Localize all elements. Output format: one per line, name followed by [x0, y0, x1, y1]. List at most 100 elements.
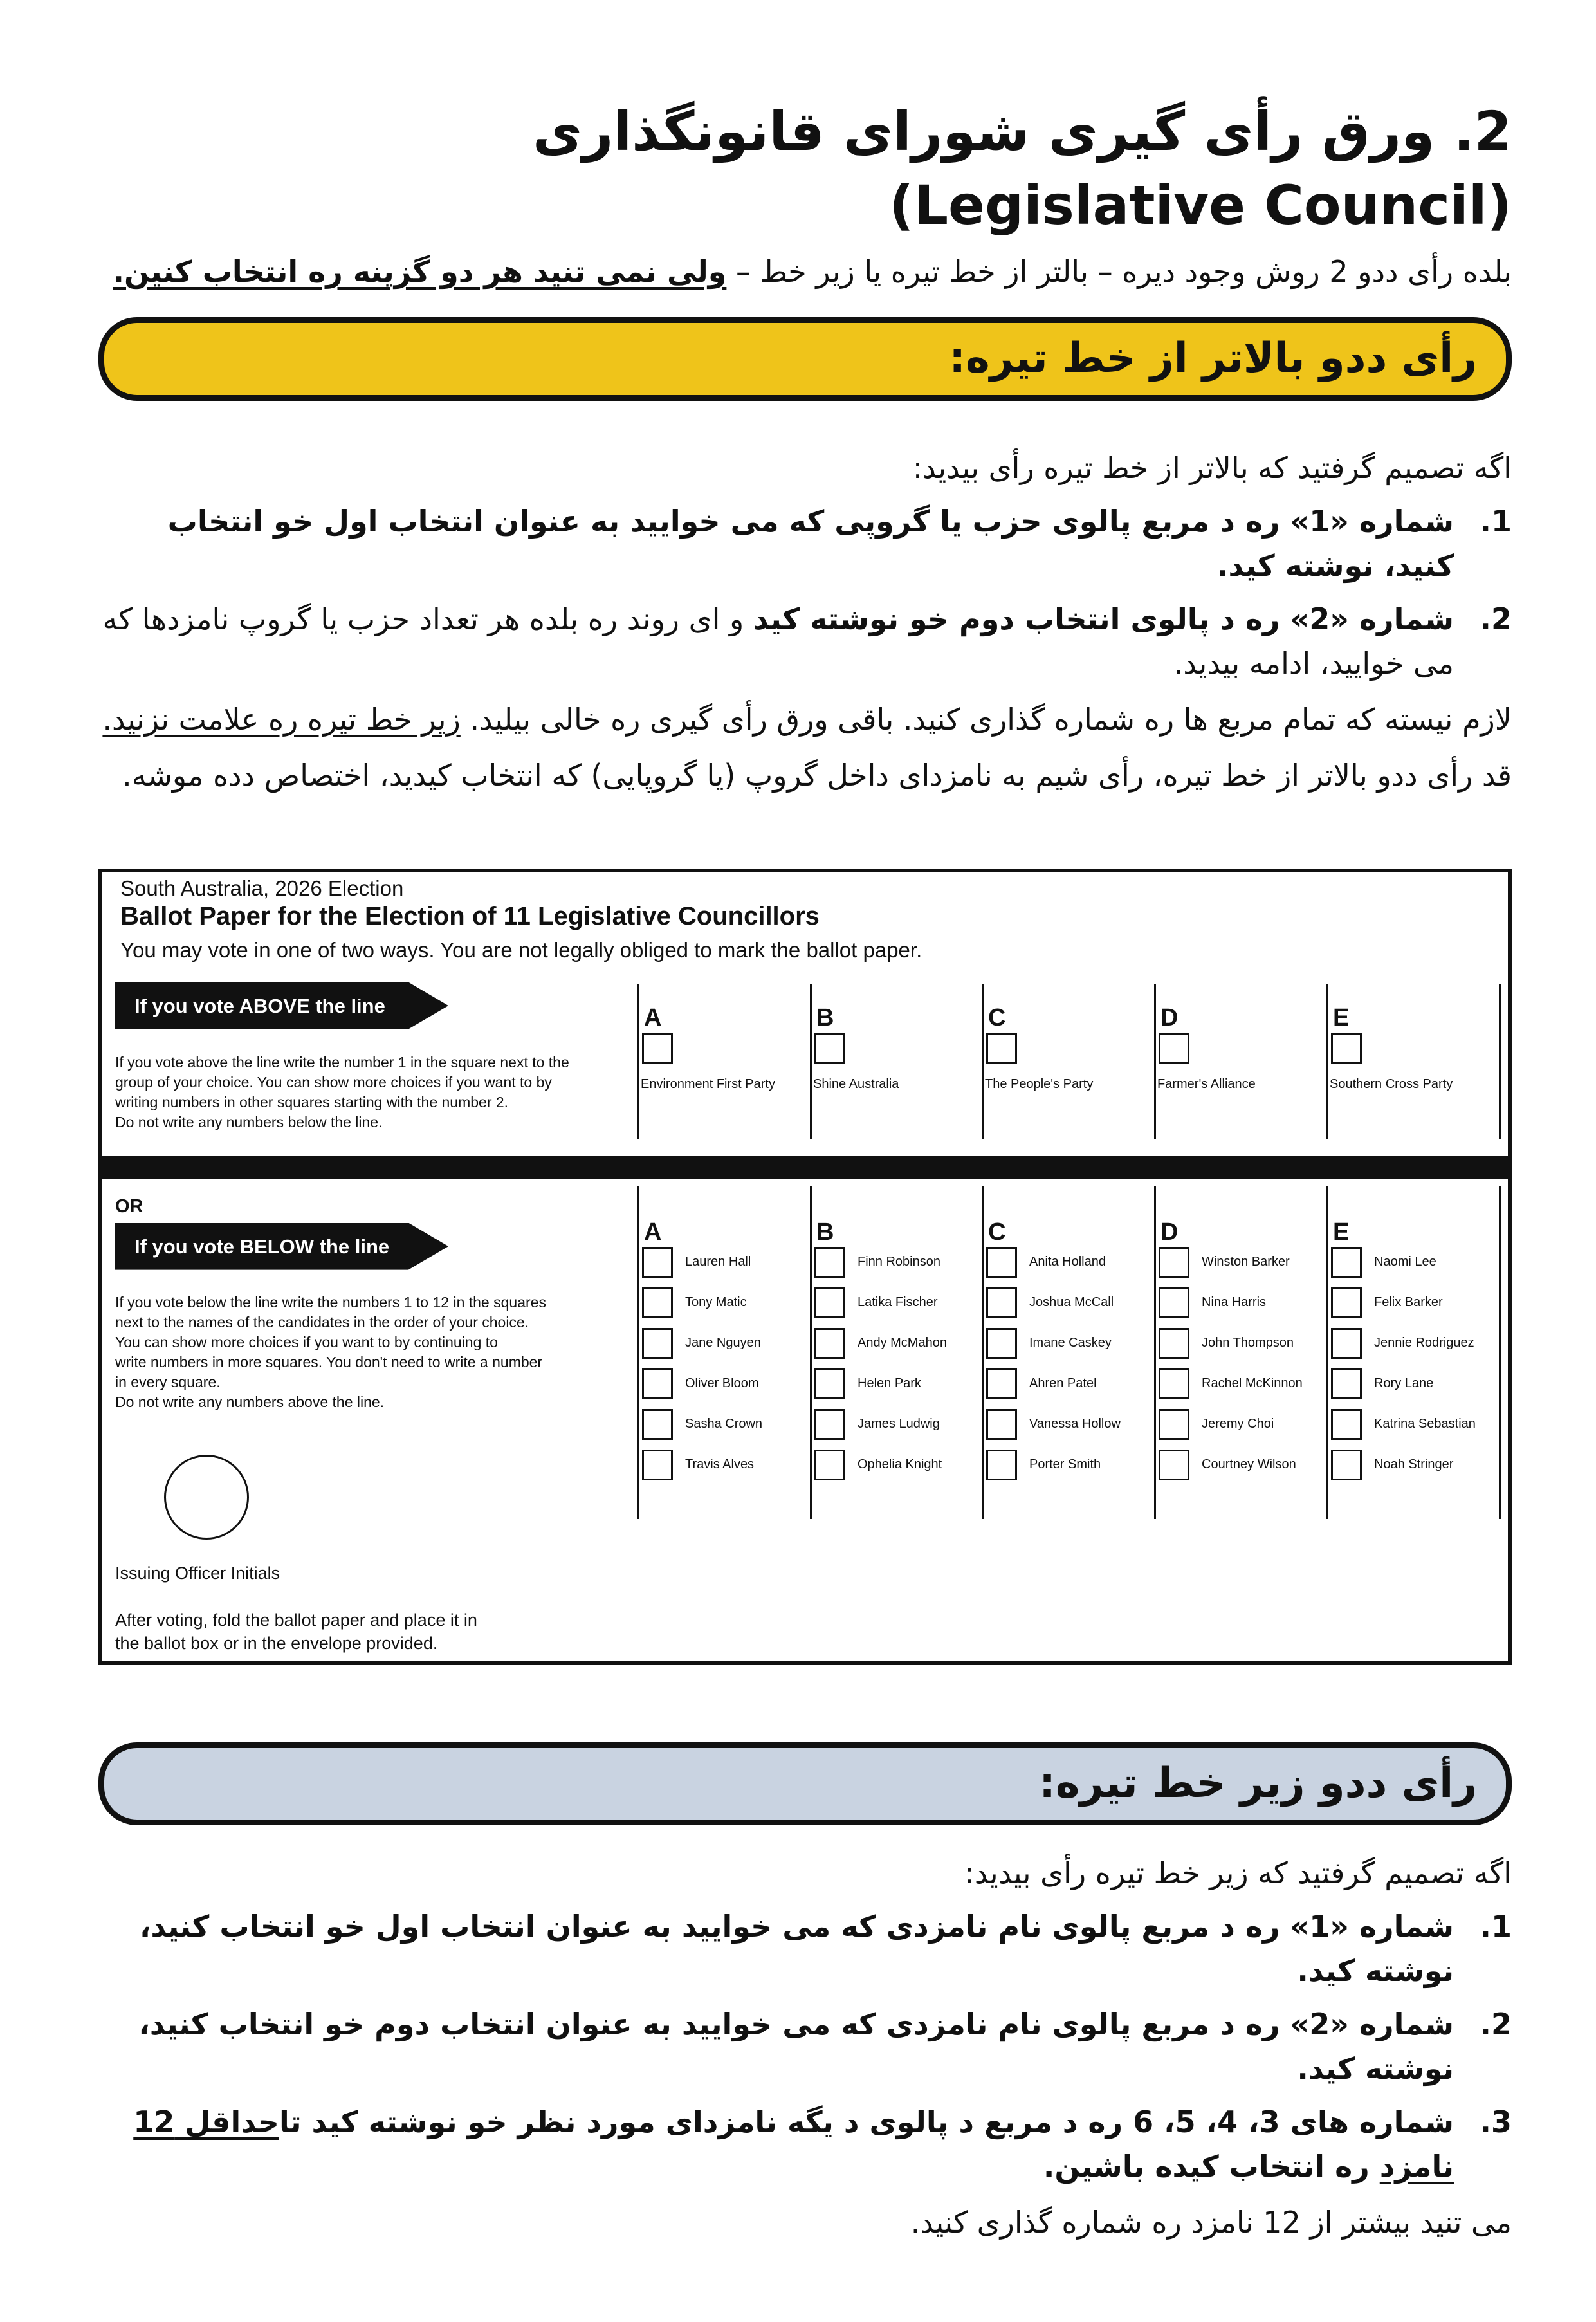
note-text: لازم نیسته که تمام مربع ها ره شماره گذار… [460, 701, 1512, 737]
candidate-name: Ophelia Knight [858, 1457, 942, 1471]
candidate-vote-box[interactable] [1159, 1287, 1189, 1318]
group-letter: A [644, 1004, 662, 1031]
group-letter: D [1160, 1004, 1179, 1031]
item-underline: حداقل 12 نامزد [133, 2104, 1454, 2184]
party-name: Shine Australia [813, 1076, 899, 1091]
the-line [102, 1155, 1508, 1179]
instruction-line: the ballot box or in the envelope provid… [115, 1633, 438, 1653]
candidate-vote-box[interactable] [986, 1449, 1017, 1480]
candidate-vote-box[interactable] [986, 1327, 1017, 1359]
candidate-vote-box[interactable] [814, 1368, 845, 1399]
above-note-2: قد رأی ددو بالاتر از خط تیره، رأی شیم به… [122, 757, 1512, 793]
candidate-vote-box[interactable] [986, 1287, 1017, 1318]
group-letter: C [988, 1004, 1006, 1031]
officer-initials-circle [164, 1454, 249, 1540]
group-vote-box[interactable] [814, 1033, 845, 1064]
group-vote-box[interactable] [1331, 1033, 1362, 1064]
item-number: 3. [1480, 2104, 1512, 2139]
candidate-name: Nina Harris [1202, 1295, 1267, 1309]
above-line-heading: رأی ددو بالاتر از خط تیره: [949, 335, 1477, 383]
candidate-name: Andy McMahon [858, 1335, 947, 1350]
sample-ballot-paper: South Australia, 2026 Election Ballot Pa… [98, 868, 1512, 1665]
candidate-name: Porter Smith [1029, 1457, 1101, 1471]
instruction-line: group of your choice. You can show more … [115, 1073, 552, 1091]
candidate-vote-box[interactable] [642, 1287, 673, 1318]
column-divider [1326, 1186, 1328, 1519]
below-line-heading-box: رأی ددو زیر خط تیره: [98, 1742, 1512, 1825]
candidate-vote-box[interactable] [1331, 1408, 1362, 1440]
candidate-vote-box[interactable] [642, 1408, 673, 1440]
item-number: 1. [1480, 503, 1512, 539]
below-line-banner: If you vote BELOW the line [115, 1222, 448, 1270]
candidate-name: Vanessa Hollow [1029, 1416, 1121, 1431]
instruction-line: in every square. [115, 1373, 221, 1390]
candidate-vote-box[interactable] [1331, 1287, 1362, 1318]
candidate-name: John Thompson [1202, 1335, 1294, 1350]
above-line-heading-box: رأی ددو بالاتر از خط تیره: [98, 317, 1512, 401]
item-text: شماره «1» ره د مربع پالوی حزب یا گروپی ک… [167, 503, 1454, 583]
below-item-3: 3. شماره های 3، 4، 5، 6 ره د مربع د پالو… [98, 2100, 1512, 2189]
page-title: 2. ورق رأی گیری شورای قانونگذاری [533, 100, 1512, 163]
candidate-vote-box[interactable] [986, 1368, 1017, 1399]
candidate-vote-box[interactable] [642, 1449, 673, 1480]
ballot-title: Ballot Paper for the Election of 11 Legi… [120, 901, 820, 930]
group-vote-box[interactable] [1159, 1033, 1189, 1064]
group-letter: E [1333, 1218, 1350, 1246]
candidate-vote-box[interactable] [1159, 1246, 1189, 1278]
instruction-line: You can show more choices if you want to… [115, 1333, 498, 1350]
group-letter: B [816, 1004, 834, 1031]
group-vote-box[interactable] [986, 1033, 1017, 1064]
column-divider [982, 1186, 984, 1519]
candidate-vote-box[interactable] [1331, 1327, 1362, 1359]
candidate-vote-box[interactable] [642, 1246, 673, 1278]
item-number: 2. [1480, 2006, 1512, 2041]
item-text-bold: شماره «2» ره د پالوی انتخاب دوم خو نوشته… [753, 601, 1454, 636]
group-vote-box[interactable] [642, 1033, 673, 1064]
ballot-election: South Australia, 2026 Election [120, 876, 404, 900]
candidate-vote-box[interactable] [814, 1327, 845, 1359]
group-letter: C [988, 1218, 1006, 1246]
column-divider [637, 984, 639, 1139]
candidate-name: Noah Stringer [1374, 1457, 1454, 1471]
candidate-vote-box[interactable] [1159, 1449, 1189, 1480]
instruction-line: Do not write any numbers above the line. [115, 1393, 385, 1410]
item-text: شماره های 3، 4، 5، 6 ره د مربع د پالوی د… [279, 2104, 1454, 2139]
candidate-name: Katrina Sebastian [1374, 1416, 1476, 1431]
group-letter: E [1333, 1004, 1350, 1031]
column-divider [810, 984, 812, 1139]
candidate-vote-box[interactable] [814, 1246, 845, 1278]
candidate-name: Imane Caskey [1029, 1335, 1112, 1350]
candidate-vote-box[interactable] [814, 1408, 845, 1440]
above-note: لازم نیسته که تمام مربع ها ره شماره گذار… [98, 697, 1512, 742]
candidate-vote-box[interactable] [642, 1327, 673, 1359]
candidate-name: Oliver Bloom [685, 1376, 759, 1390]
ballot-subtitle: You may vote in one of two ways. You are… [120, 937, 922, 962]
column-divider [982, 984, 984, 1139]
candidate-vote-box[interactable] [1331, 1449, 1362, 1480]
instruction-line: next to the names of the candidates in t… [115, 1313, 529, 1331]
below-item-1: 1. شماره «1» ره د مربع پالوی نام نامزدی … [98, 1904, 1512, 1993]
after-voting-note: After voting, fold the ballot paper and … [115, 1608, 477, 1655]
candidate-vote-box[interactable] [1331, 1368, 1362, 1399]
candidate-vote-box[interactable] [1159, 1327, 1189, 1359]
candidate-vote-box[interactable] [1159, 1408, 1189, 1440]
candidate-vote-box[interactable] [986, 1408, 1017, 1440]
candidate-vote-box[interactable] [1159, 1368, 1189, 1399]
candidate-name: Travis Alves [685, 1457, 755, 1471]
above-line-banner: If you vote ABOVE the line [115, 982, 448, 1029]
candidate-name: Felix Barker [1374, 1295, 1443, 1309]
party-name: Environment First Party [641, 1076, 775, 1091]
below-line-heading: رأی ددو زیر خط تیره: [1039, 1759, 1477, 1807]
candidate-vote-box[interactable] [986, 1246, 1017, 1278]
item-number: 1. [1480, 1908, 1512, 1944]
item-text: شماره «1» ره د مربع پالوی نام نامزدی که … [139, 1908, 1454, 1988]
or-label: OR [115, 1195, 143, 1217]
candidate-vote-box[interactable] [1331, 1246, 1362, 1278]
candidate-vote-box[interactable] [814, 1287, 845, 1318]
instruction-line: writing numbers in other squares startin… [115, 1093, 509, 1110]
candidate-vote-box[interactable] [642, 1368, 673, 1399]
note-underline: زیر خط تیره ره علامت نزنید. [102, 701, 461, 737]
subtitle-emphasis: ولی نمی تنید هر دو گزینه ره انتخاب کنین. [113, 254, 727, 290]
group-letter: B [816, 1218, 834, 1246]
candidate-vote-box[interactable] [814, 1449, 845, 1480]
